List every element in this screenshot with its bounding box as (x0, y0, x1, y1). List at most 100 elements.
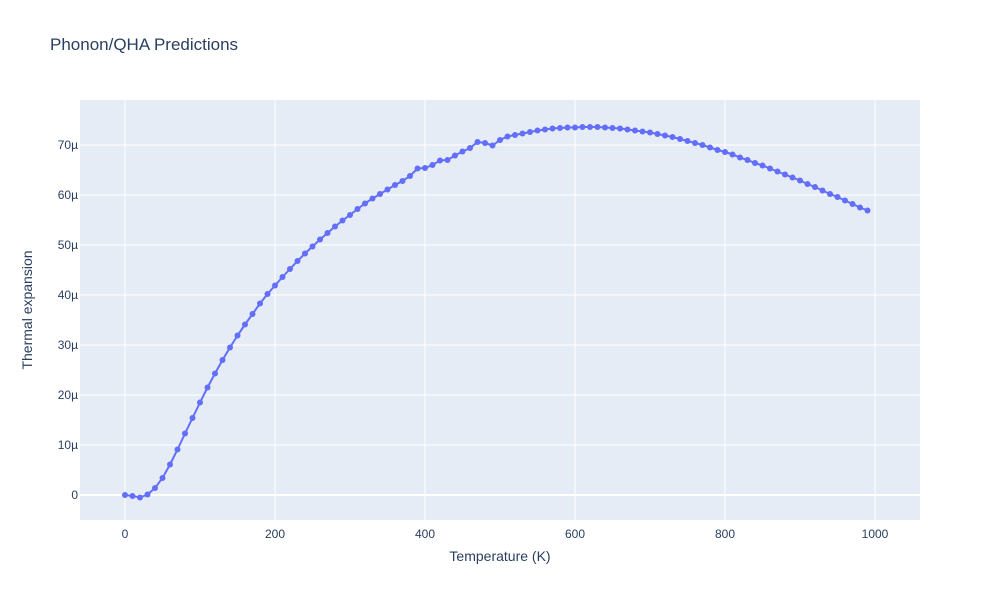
data-point[interactable] (437, 157, 443, 164)
data-point[interactable] (497, 137, 503, 143)
data-point[interactable] (767, 165, 773, 172)
data-point[interactable] (714, 147, 721, 153)
data-point[interactable] (827, 191, 833, 197)
data-point[interactable] (264, 291, 271, 297)
data-point[interactable] (429, 162, 436, 168)
data-point[interactable] (144, 491, 151, 498)
data-point[interactable] (482, 140, 488, 146)
data-point[interactable] (257, 300, 263, 307)
data-point[interactable] (279, 274, 286, 280)
data-point[interactable] (377, 191, 383, 197)
data-point[interactable] (669, 134, 676, 140)
data-point[interactable] (362, 200, 368, 207)
data-point[interactable] (287, 266, 293, 272)
data-point[interactable] (489, 142, 496, 149)
data-point[interactable] (332, 223, 338, 230)
data-point[interactable] (309, 243, 316, 250)
data-point[interactable] (542, 126, 548, 133)
data-point[interactable] (654, 131, 661, 137)
data-point[interactable] (662, 132, 668, 139)
data-point[interactable] (369, 195, 376, 202)
data-point[interactable] (347, 212, 353, 218)
data-point[interactable] (392, 182, 398, 188)
data-point[interactable] (317, 236, 323, 243)
data-point[interactable] (234, 332, 241, 339)
data-point[interactable] (602, 124, 608, 131)
data-point[interactable] (422, 165, 428, 171)
data-point[interactable] (737, 154, 743, 161)
data-point[interactable] (782, 171, 788, 178)
data-point[interactable] (684, 138, 691, 144)
data-point[interactable] (219, 357, 226, 363)
data-point[interactable] (579, 124, 586, 130)
data-point[interactable] (639, 128, 646, 135)
data-point[interactable] (857, 204, 863, 211)
data-point[interactable] (804, 181, 811, 187)
data-point[interactable] (204, 384, 211, 391)
data-point[interactable] (339, 217, 346, 224)
data-point[interactable] (572, 124, 578, 131)
data-point[interactable] (399, 178, 406, 184)
data-point[interactable] (197, 399, 203, 406)
data-point[interactable] (797, 177, 803, 184)
data-point[interactable] (587, 124, 593, 130)
data-point[interactable] (549, 125, 556, 132)
data-point[interactable] (774, 168, 781, 175)
data-point[interactable] (324, 230, 331, 236)
data-point[interactable] (744, 157, 751, 163)
data-point[interactable] (414, 165, 421, 172)
data-point[interactable] (212, 370, 218, 377)
data-point[interactable] (617, 125, 623, 132)
data-point[interactable] (819, 187, 826, 194)
data-point[interactable] (122, 492, 128, 498)
data-point[interactable] (789, 174, 796, 181)
data-point[interactable] (227, 344, 233, 351)
data-point[interactable] (557, 125, 563, 131)
data-point[interactable] (444, 157, 451, 163)
data-point[interactable] (647, 129, 653, 136)
data-point[interactable] (842, 197, 848, 204)
data-point[interactable] (707, 144, 713, 151)
data-point[interactable] (504, 133, 511, 140)
data-point[interactable] (407, 173, 413, 179)
data-point[interactable] (512, 132, 518, 138)
data-point[interactable] (302, 250, 308, 257)
data-point[interactable] (594, 124, 601, 130)
data-point[interactable] (189, 415, 196, 421)
data-point[interactable] (729, 151, 736, 158)
data-point[interactable] (474, 139, 481, 145)
data-point[interactable] (294, 258, 301, 264)
data-point[interactable] (384, 186, 391, 193)
data-point[interactable] (534, 127, 541, 134)
data-point[interactable] (849, 201, 856, 207)
data-point[interactable] (609, 125, 616, 131)
data-point[interactable] (354, 206, 361, 212)
data-point[interactable] (242, 321, 248, 328)
data-point[interactable] (272, 282, 278, 289)
data-point[interactable] (459, 148, 466, 155)
data-point[interactable] (167, 461, 173, 468)
data-point[interactable] (759, 162, 766, 169)
data-point[interactable] (722, 149, 728, 155)
data-point[interactable] (564, 124, 571, 131)
data-point[interactable] (452, 152, 458, 159)
data-point[interactable] (137, 494, 143, 501)
data-point[interactable] (812, 184, 818, 190)
data-point[interactable] (699, 142, 706, 148)
data-point[interactable] (527, 129, 533, 135)
data-point[interactable] (624, 126, 631, 133)
data-point[interactable] (752, 160, 758, 166)
data-point[interactable] (864, 207, 871, 214)
data-point[interactable] (174, 446, 181, 453)
data-point[interactable] (152, 485, 158, 491)
data-point[interactable] (182, 430, 188, 437)
data-point[interactable] (677, 136, 683, 142)
data-point[interactable] (129, 493, 136, 499)
data-point[interactable] (632, 127, 638, 134)
data-point[interactable] (467, 145, 473, 151)
data-point[interactable] (519, 130, 526, 137)
data-point[interactable] (692, 140, 698, 146)
data-point[interactable] (159, 475, 166, 481)
data-point[interactable] (834, 194, 841, 200)
data-point[interactable] (249, 311, 256, 317)
